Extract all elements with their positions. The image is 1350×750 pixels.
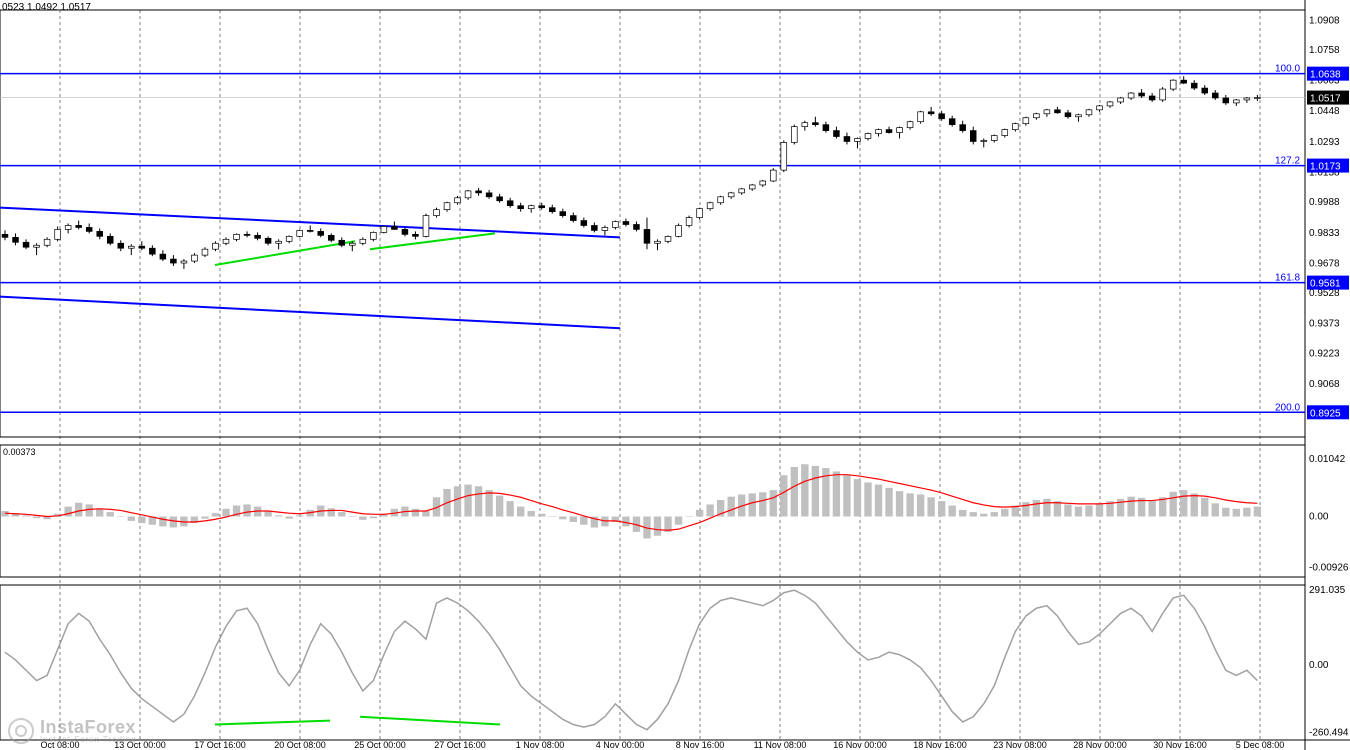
svg-text:1.0448: 1.0448 [1309, 106, 1340, 117]
svg-text:0.9833: 0.9833 [1309, 228, 1340, 239]
svg-text:11 Nov 08:00: 11 Nov 08:00 [754, 740, 807, 750]
svg-text:28 Nov 00:00: 28 Nov 00:00 [1073, 740, 1127, 750]
svg-text:0.9068: 0.9068 [1309, 379, 1340, 390]
ohlc-readout: 0523 1.0492 1.0517 [2, 2, 91, 13]
svg-text:20 Oct 08:00: 20 Oct 08:00 [274, 740, 326, 750]
forex-chart-container: 0523 1.0492 1.0517 1.09081.07581.06031.0… [0, 0, 1350, 750]
svg-text:0.00: 0.00 [1309, 660, 1329, 671]
svg-text:17 Oct 16:00: 17 Oct 16:00 [194, 740, 246, 750]
svg-text:0.9223: 0.9223 [1309, 348, 1340, 359]
svg-text:8 Nov 16:00: 8 Nov 16:00 [676, 740, 725, 750]
svg-text:-0.00926: -0.00926 [1309, 562, 1349, 573]
svg-text:5 Dec 08:00: 5 Dec 08:00 [1236, 740, 1285, 750]
svg-text:1.0517: 1.0517 [1310, 94, 1341, 105]
svg-text:25 Oct 00:00: 25 Oct 00:00 [354, 740, 406, 750]
svg-text:0.8925: 0.8925 [1310, 408, 1341, 419]
svg-text:30 Nov 16:00: 30 Nov 16:00 [1153, 740, 1207, 750]
svg-text:27 Oct 16:00: 27 Oct 16:00 [434, 740, 486, 750]
svg-text:16 Nov 00:00: 16 Nov 00:00 [833, 740, 887, 750]
svg-text:Oct 08:00: Oct 08:00 [40, 740, 79, 750]
svg-text:0.9528: 0.9528 [1309, 288, 1340, 299]
svg-text:200.0: 200.0 [1275, 402, 1300, 413]
svg-text:0.00: 0.00 [1309, 512, 1329, 523]
svg-text:1.0638: 1.0638 [1310, 70, 1341, 81]
svg-text:1.0173: 1.0173 [1310, 162, 1341, 173]
svg-text:23 Nov 08:00: 23 Nov 08:00 [993, 740, 1047, 750]
svg-text:1.0908: 1.0908 [1309, 15, 1340, 26]
svg-text:0.00373: 0.00373 [3, 447, 36, 457]
svg-text:4 Nov 00:00: 4 Nov 00:00 [596, 740, 645, 750]
svg-text:127.2: 127.2 [1275, 156, 1300, 167]
svg-text:0.01042: 0.01042 [1309, 454, 1346, 465]
svg-text:1.0758: 1.0758 [1309, 45, 1340, 56]
svg-text:-260.494: -260.494 [1309, 727, 1349, 738]
svg-text:18 Nov 16:00: 18 Nov 16:00 [913, 740, 967, 750]
chart-svg: 1.09081.07581.06031.04481.02931.01380.99… [0, 0, 1350, 750]
svg-text:13 Oct 00:00: 13 Oct 00:00 [114, 740, 166, 750]
svg-text:0.9373: 0.9373 [1309, 319, 1340, 330]
svg-text:0.9678: 0.9678 [1309, 258, 1340, 269]
svg-text:1 Nov 08:00: 1 Nov 08:00 [516, 740, 565, 750]
svg-text:100.0: 100.0 [1275, 64, 1300, 75]
svg-text:1.0293: 1.0293 [1309, 137, 1340, 148]
svg-text:161.8: 161.8 [1275, 273, 1300, 284]
svg-text:0.9988: 0.9988 [1309, 197, 1340, 208]
svg-text:291.035: 291.035 [1309, 585, 1346, 596]
svg-text:0.9581: 0.9581 [1310, 279, 1341, 290]
